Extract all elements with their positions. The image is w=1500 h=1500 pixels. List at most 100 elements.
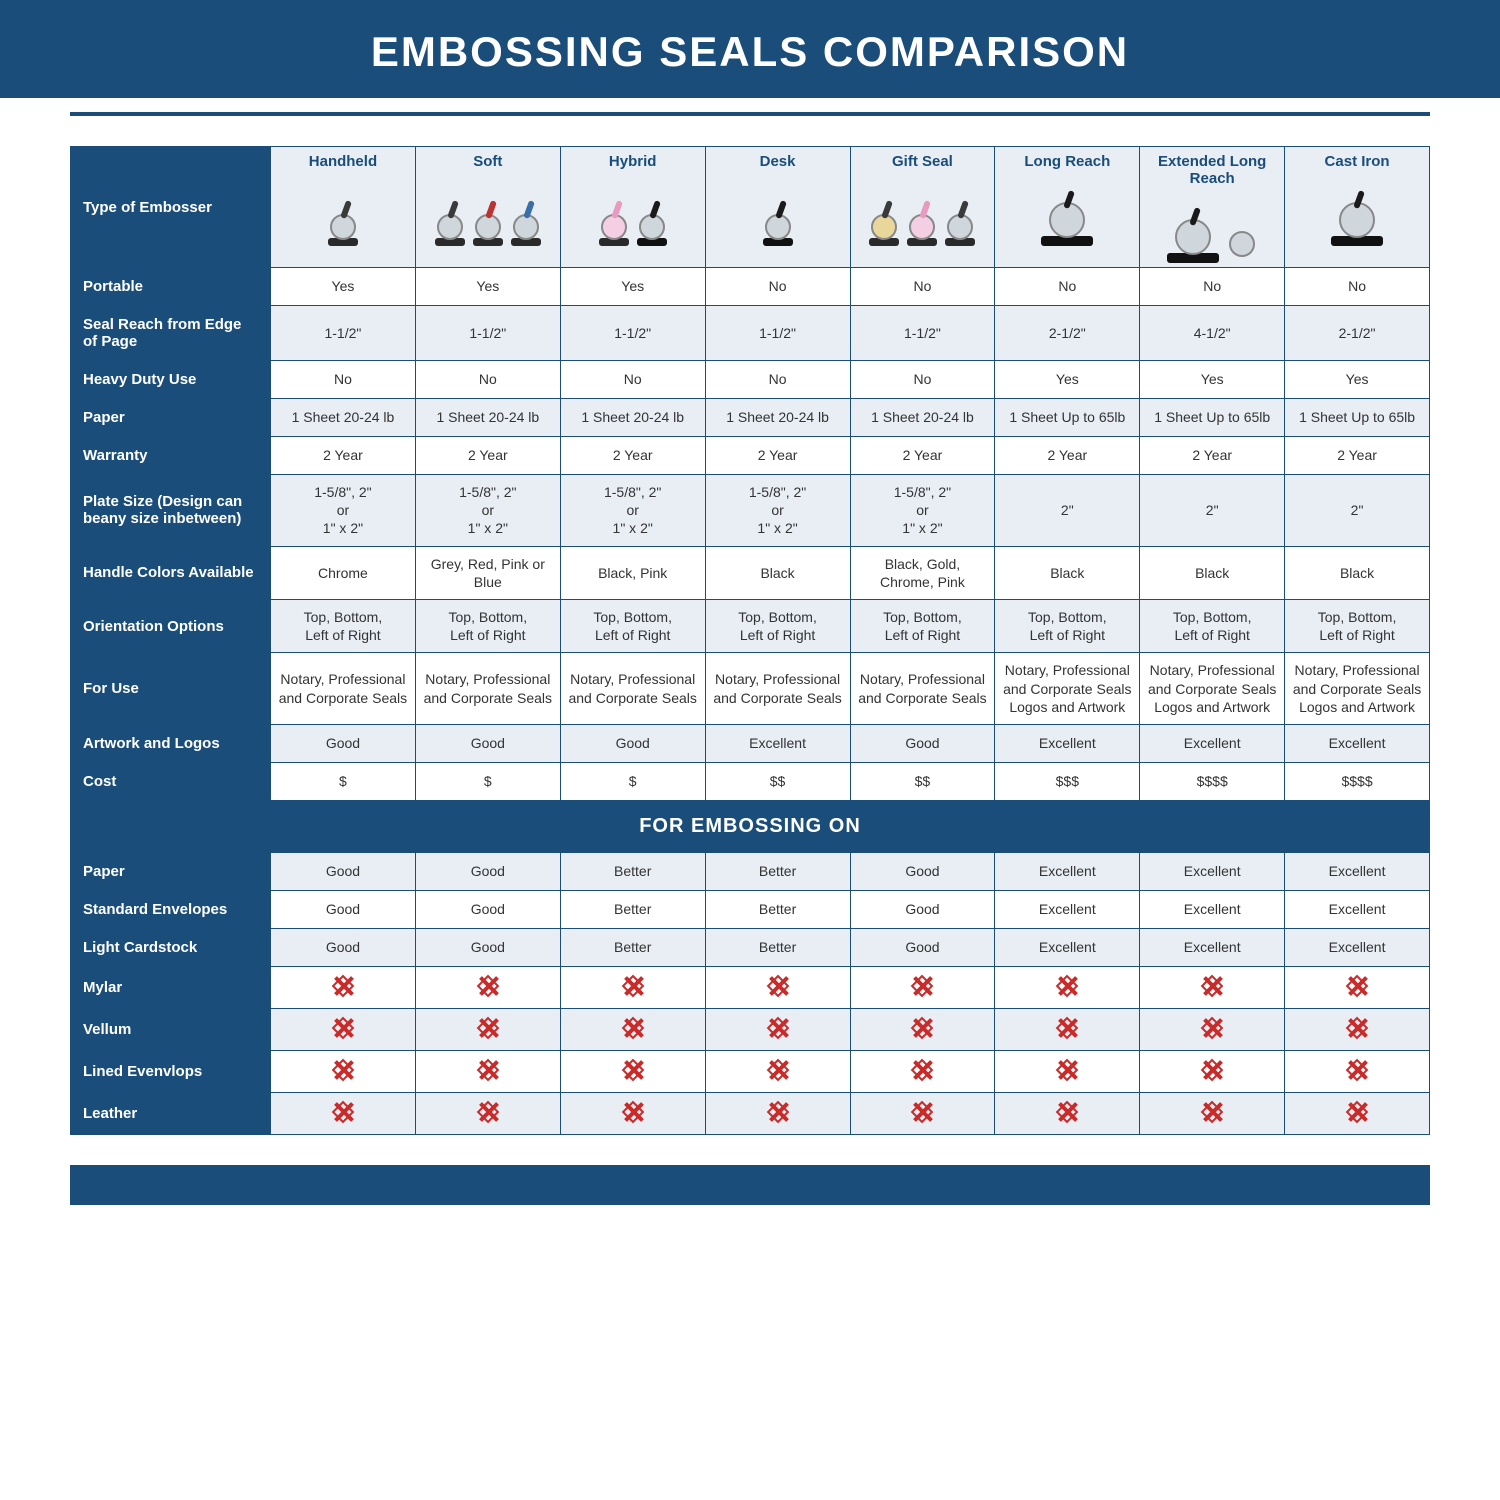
column-label: Gift Seal xyxy=(855,153,991,170)
cell: 2 Year xyxy=(415,437,560,475)
cell: Notary, Professional and Corporate Seals… xyxy=(995,653,1140,725)
cell: Top, Bottom,Left of Right xyxy=(705,599,850,652)
cell: Chrome xyxy=(271,546,416,599)
not-recommended-icon xyxy=(1056,1059,1078,1081)
cell xyxy=(415,1050,560,1092)
cell xyxy=(850,1050,995,1092)
row-label: Paper xyxy=(71,852,271,890)
row-label: Paper xyxy=(71,399,271,437)
comparison-table-wrap: Type of Embosser HandheldSoftHybridDeskG… xyxy=(0,116,1500,1135)
cell: 1-5/8", 2"or1" x 2" xyxy=(560,475,705,547)
column-desk: Desk xyxy=(705,147,850,268)
cell xyxy=(705,1050,850,1092)
cell: Excellent xyxy=(1140,724,1285,762)
cell xyxy=(415,966,560,1008)
cell xyxy=(1140,966,1285,1008)
column-long-reach: Long Reach xyxy=(995,147,1140,268)
not-recommended-icon xyxy=(1201,1017,1223,1039)
cell: 1-5/8", 2"or1" x 2" xyxy=(271,475,416,547)
footer-bar xyxy=(70,1165,1430,1205)
table-row: Paper1 Sheet 20-24 lb1 Sheet 20-24 lb1 S… xyxy=(71,399,1430,437)
table-body: PortableYesYesYesNoNoNoNoNoSeal Reach fr… xyxy=(71,268,1430,1135)
cell xyxy=(850,966,995,1008)
cell: $$$$ xyxy=(1285,762,1430,800)
row-label: Orientation Options xyxy=(71,599,271,652)
cell: Black xyxy=(995,546,1140,599)
column-hybrid: Hybrid xyxy=(560,147,705,268)
table-row: Mylar xyxy=(71,966,1430,1008)
cell: $$ xyxy=(705,762,850,800)
cell: 1 Sheet Up to 65lb xyxy=(1285,399,1430,437)
row-label: Handle Colors Available xyxy=(71,546,271,599)
not-recommended-icon xyxy=(477,1101,499,1123)
cell: 2" xyxy=(995,475,1140,547)
not-recommended-icon xyxy=(767,975,789,997)
cell: Better xyxy=(705,928,850,966)
not-recommended-icon xyxy=(1201,1101,1223,1123)
cell: Notary, Professional and Corporate Seals xyxy=(850,653,995,725)
cell: Notary, Professional and Corporate Seals xyxy=(415,653,560,725)
cell: Better xyxy=(705,852,850,890)
cell: Good xyxy=(850,724,995,762)
cell: $$$$ xyxy=(1140,762,1285,800)
cell: 2 Year xyxy=(1285,437,1430,475)
cell: No xyxy=(995,268,1140,306)
row-label: Vellum xyxy=(71,1008,271,1050)
cell xyxy=(560,1092,705,1134)
not-recommended-icon xyxy=(622,1059,644,1081)
cell: 2-1/2" xyxy=(995,306,1140,361)
cell: Good xyxy=(850,852,995,890)
embosser-icon xyxy=(1289,174,1425,246)
column-handheld: Handheld xyxy=(271,147,416,268)
row-label: For Use xyxy=(71,653,271,725)
row-label: Lined Evenvlops xyxy=(71,1050,271,1092)
cell: 1 Sheet 20-24 lb xyxy=(705,399,850,437)
cell xyxy=(415,1008,560,1050)
cell: Black xyxy=(1140,546,1285,599)
cell: Top, Bottom,Left of Right xyxy=(1140,599,1285,652)
row-label: Artwork and Logos xyxy=(71,724,271,762)
cell: Top, Bottom,Left of Right xyxy=(995,599,1140,652)
section-heading-row: FOR EMBOSSING ON xyxy=(71,800,1430,852)
cell: Yes xyxy=(560,268,705,306)
cell: Excellent xyxy=(995,928,1140,966)
column-extended-long-reach: Extended Long Reach xyxy=(1140,147,1285,268)
cell: $ xyxy=(271,762,416,800)
cell: Excellent xyxy=(1285,890,1430,928)
row-label: Cost xyxy=(71,762,271,800)
column-label: Long Reach xyxy=(999,153,1135,170)
cell xyxy=(995,1008,1140,1050)
row-label: Warranty xyxy=(71,437,271,475)
cell: $ xyxy=(415,762,560,800)
not-recommended-icon xyxy=(1346,975,1368,997)
cell xyxy=(995,966,1140,1008)
cell: 1 Sheet Up to 65lb xyxy=(1140,399,1285,437)
cell: Top, Bottom,Left of Right xyxy=(1285,599,1430,652)
cell: No xyxy=(271,361,416,399)
cell: Better xyxy=(705,890,850,928)
cell: Good xyxy=(415,852,560,890)
cell: Black xyxy=(705,546,850,599)
cell: $$$ xyxy=(995,762,1140,800)
not-recommended-icon xyxy=(332,975,354,997)
not-recommended-icon xyxy=(332,1059,354,1081)
cell xyxy=(560,1050,705,1092)
column-label: Soft xyxy=(420,153,556,170)
cell: Good xyxy=(271,890,416,928)
cell: Notary, Professional and Corporate Seals xyxy=(705,653,850,725)
not-recommended-icon xyxy=(622,1017,644,1039)
cell: 4-1/2" xyxy=(1140,306,1285,361)
cell xyxy=(850,1092,995,1134)
cell: Notary, Professional and Corporate Seals xyxy=(560,653,705,725)
column-label: Handheld xyxy=(275,153,411,170)
cell xyxy=(995,1050,1140,1092)
cell: 2 Year xyxy=(705,437,850,475)
cell: Top, Bottom,Left of Right xyxy=(415,599,560,652)
cell: 2" xyxy=(1285,475,1430,547)
cell: No xyxy=(850,361,995,399)
cell: Notary, Professional and Corporate Seals… xyxy=(1285,653,1430,725)
cell xyxy=(271,966,416,1008)
cell: $ xyxy=(560,762,705,800)
table-row: PaperGoodGoodBetterBetterGoodExcellentEx… xyxy=(71,852,1430,890)
cell xyxy=(850,1008,995,1050)
